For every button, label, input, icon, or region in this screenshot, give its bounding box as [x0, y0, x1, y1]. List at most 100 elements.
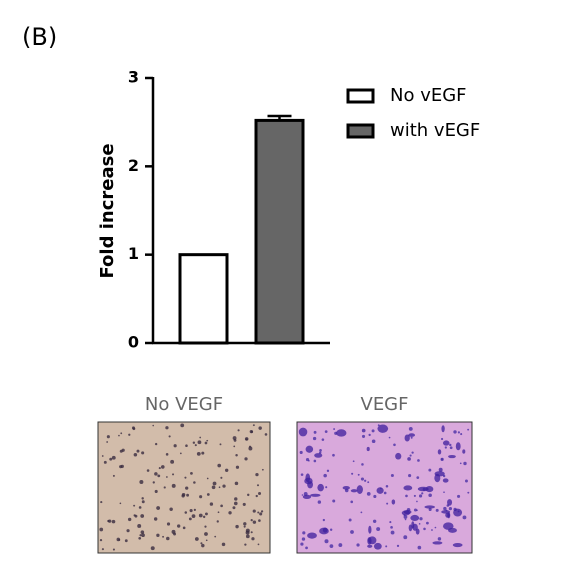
cell [220, 504, 223, 508]
cell [372, 519, 377, 524]
cell [252, 520, 257, 524]
cell [421, 492, 424, 495]
cell [106, 435, 110, 439]
cell-cluster [410, 514, 420, 521]
cell [152, 424, 155, 427]
cell [184, 511, 188, 514]
cell-cluster [408, 524, 413, 532]
cell-cluster [317, 483, 324, 492]
cell [251, 537, 255, 541]
cell [232, 506, 236, 510]
cell-cluster [441, 425, 445, 433]
cell [255, 494, 258, 498]
cell-cluster [452, 542, 463, 548]
cell [156, 533, 160, 537]
cell [158, 467, 161, 470]
cell [371, 439, 376, 444]
cell [150, 546, 155, 551]
cell [244, 457, 248, 461]
cell [388, 436, 391, 439]
cell [118, 434, 120, 437]
cell-cluster [412, 523, 418, 531]
cell [224, 468, 229, 473]
cell [250, 531, 253, 534]
cell [258, 491, 262, 495]
cell [234, 497, 238, 501]
cell [260, 510, 264, 513]
cell [232, 436, 237, 440]
cell [141, 497, 144, 500]
cell [437, 537, 442, 541]
cell [252, 424, 255, 427]
cell [417, 459, 420, 462]
cell [120, 432, 123, 435]
micrograph [97, 421, 271, 554]
cell-cluster [425, 485, 434, 493]
cell-cluster [432, 541, 443, 545]
cell-cluster [453, 508, 463, 517]
cell [198, 513, 203, 518]
cell [182, 526, 186, 530]
cell [443, 506, 447, 511]
cell [252, 509, 256, 513]
cell-cluster [462, 449, 466, 454]
cell [259, 512, 263, 516]
cell [111, 519, 116, 524]
cell [324, 539, 329, 544]
cell [190, 471, 193, 475]
cell [194, 537, 199, 541]
cell [119, 465, 123, 469]
cell-cluster [417, 486, 429, 492]
cell [138, 506, 142, 509]
cell [300, 542, 304, 546]
cell [116, 537, 121, 542]
cell [233, 501, 238, 506]
cell [245, 534, 250, 539]
cell [333, 428, 336, 431]
cell [312, 436, 317, 441]
cell [192, 441, 196, 444]
cell-cluster [361, 428, 366, 433]
cell [201, 451, 205, 455]
cell [139, 534, 142, 537]
cell [204, 532, 208, 536]
bar [178, 253, 229, 345]
panel-label: (B) [22, 23, 57, 51]
cell [205, 539, 208, 542]
cell [180, 423, 185, 428]
cell-cluster [373, 542, 382, 550]
cell [408, 474, 412, 478]
cell [177, 524, 181, 528]
cell [186, 493, 190, 497]
cell [242, 502, 246, 506]
cell [228, 511, 232, 515]
cell [411, 451, 414, 454]
cell [440, 437, 444, 441]
cell [357, 473, 360, 476]
cell [99, 538, 103, 542]
y-tick-label: 2 [128, 156, 139, 175]
cell [453, 430, 457, 434]
cell [390, 530, 395, 535]
cell [162, 535, 165, 538]
cell [373, 494, 377, 499]
cell [156, 506, 161, 510]
cell-cluster [448, 454, 456, 459]
cell [364, 479, 367, 482]
cell [459, 462, 462, 465]
cell-cluster [377, 424, 389, 433]
cell [154, 472, 158, 476]
cell-cluster [314, 453, 323, 458]
cell [417, 545, 422, 550]
cell-cluster [447, 499, 453, 506]
cell [350, 530, 354, 534]
cell [368, 433, 371, 437]
cell-cluster [447, 512, 451, 519]
cell [235, 524, 239, 529]
cell-cluster [356, 485, 363, 494]
y-tick-label: 1 [128, 244, 139, 263]
cell [185, 444, 188, 447]
cell [403, 535, 408, 540]
cell [416, 476, 420, 479]
cell [332, 453, 335, 457]
